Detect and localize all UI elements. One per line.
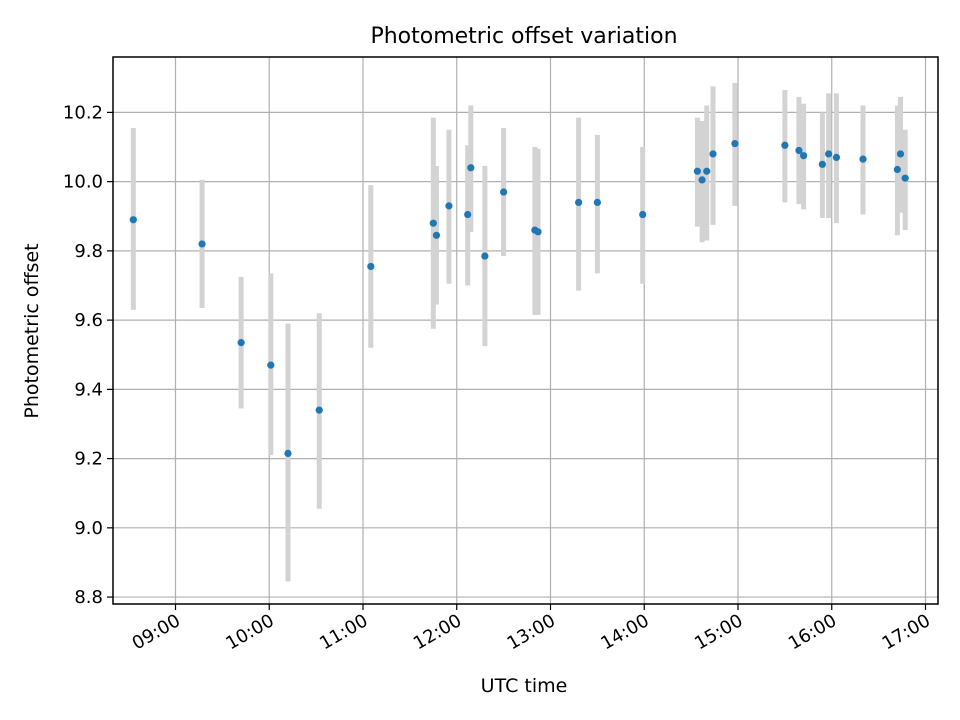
data-point: [825, 150, 833, 158]
y-tick-label: 10.2: [63, 102, 103, 123]
data-point: [284, 449, 292, 458]
data-point: [534, 228, 542, 236]
data-point: [575, 198, 583, 207]
data-point: [698, 176, 706, 184]
y-tick-label: 9.0: [74, 518, 103, 539]
data-point: [731, 139, 739, 148]
data-point: [445, 202, 453, 210]
data-point: [896, 150, 905, 158]
plot-frame: [112, 56, 939, 605]
y-axis: 8.8 9.0 9.2 9.4 9.6 9.8 10.0 10.2: [63, 102, 113, 608]
data-point: [500, 188, 508, 196]
data-point: [315, 406, 323, 414]
data-point: [781, 141, 789, 149]
point-layer: [129, 139, 909, 458]
data-point: [709, 150, 717, 158]
y-tick-label: 9.6: [74, 310, 103, 331]
data-point: [800, 152, 808, 160]
data-point: [639, 210, 647, 219]
data-point: [593, 198, 601, 207]
y-tick-label: 9.4: [74, 379, 103, 400]
y-axis-label: Photometric offset: [21, 243, 43, 418]
data-point: [703, 167, 711, 175]
data-point: [237, 339, 245, 347]
data-point: [893, 165, 901, 174]
chart-title: Photometric offset variation: [370, 24, 677, 49]
y-tick-label: 9.8: [74, 241, 103, 262]
data-point: [432, 231, 441, 239]
data-point: [859, 155, 867, 163]
data-point: [467, 164, 475, 172]
data-point: [901, 174, 909, 182]
data-point: [832, 153, 841, 161]
data-point: [267, 361, 275, 369]
y-tick-label: 10.0: [63, 172, 103, 193]
data-point: [481, 252, 489, 260]
data-point: [129, 216, 137, 224]
data-point: [795, 146, 803, 155]
data-point: [464, 210, 472, 219]
y-tick-label: 9.2: [74, 449, 103, 470]
y-tick-label: 8.8: [74, 587, 103, 608]
data-point: [693, 167, 701, 175]
x-axis-label: UTC time: [481, 675, 568, 697]
data-point: [367, 262, 375, 271]
data-point: [429, 219, 437, 227]
data-point: [818, 160, 826, 168]
data-point: [198, 240, 206, 248]
